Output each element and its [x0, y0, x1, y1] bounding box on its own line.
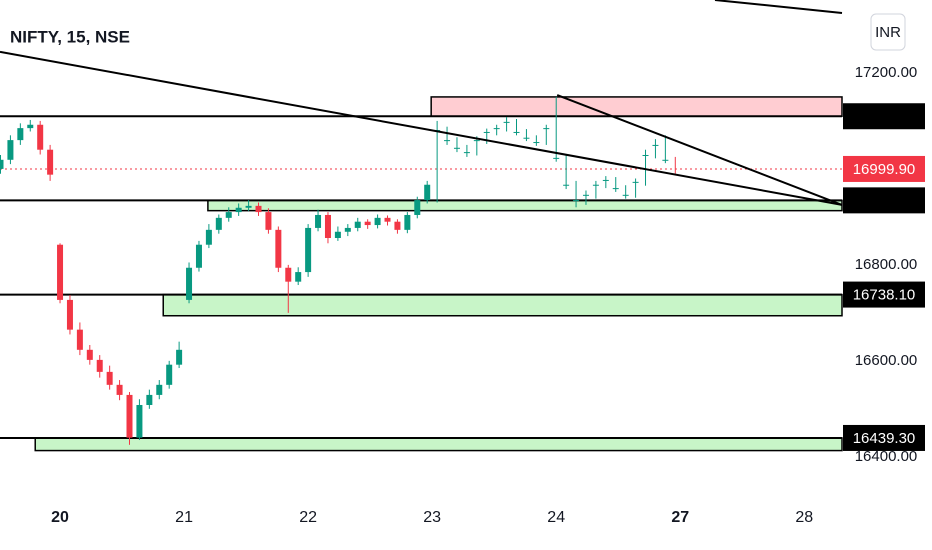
candle-body	[156, 384, 163, 395]
x-tick-label: 28	[795, 509, 813, 526]
candle-body	[553, 157, 560, 159]
x-tick-label: 27	[671, 509, 689, 526]
x-tick-label: 22	[299, 509, 317, 526]
candle-body	[483, 131, 490, 133]
candle-body	[66, 299, 73, 330]
candle-body	[7, 140, 14, 160]
chart-title: NIFTY, 15, NSE	[10, 27, 130, 46]
currency-label[interactable]: INR	[875, 24, 901, 41]
candle-body	[334, 231, 341, 239]
candle-body	[47, 149, 54, 175]
candle-body	[305, 227, 312, 273]
candle-body	[136, 404, 143, 438]
x-tick-label: 21	[175, 509, 193, 526]
candle-body	[503, 121, 510, 123]
x-tick-label: 24	[547, 509, 565, 526]
candle-body	[573, 200, 580, 202]
candle-body	[146, 394, 153, 405]
x-tick-label: 23	[423, 509, 441, 526]
trendline	[714, 0, 843, 14]
zone	[430, 96, 843, 117]
candle-body	[275, 229, 282, 268]
zone	[162, 293, 843, 317]
candle-body	[86, 349, 93, 360]
candle-body	[265, 212, 272, 230]
candle-body	[37, 124, 44, 150]
x-tick-label: 20	[51, 509, 69, 526]
candle-body	[225, 212, 232, 218]
level-tag-label: 16439.30	[853, 430, 916, 447]
level-tag-box	[843, 103, 925, 130]
y-tick-label: 16800.00	[855, 256, 918, 273]
candle-body	[205, 229, 212, 245]
candle-body	[186, 267, 193, 300]
candle-body	[344, 227, 351, 232]
candle-body	[176, 349, 183, 365]
candle-body	[27, 124, 34, 129]
candle-body	[493, 128, 500, 130]
candle-body	[285, 267, 292, 282]
candle-body	[195, 244, 202, 268]
candle-body	[384, 217, 391, 222]
zone	[207, 199, 843, 212]
candle-body	[602, 179, 609, 181]
candle-body	[374, 217, 381, 226]
candle-body	[0, 159, 4, 169]
candle-body	[622, 194, 629, 196]
candle-body	[662, 159, 669, 161]
candle-body	[463, 152, 470, 154]
candle-body	[543, 128, 550, 130]
candle-body	[612, 188, 619, 190]
last-price-tag-box	[843, 155, 925, 182]
candle-body	[96, 359, 103, 372]
candle-body	[582, 194, 589, 196]
candle-body	[116, 384, 123, 395]
level-tag-label: 16738.10	[853, 287, 916, 304]
candle-body	[632, 181, 639, 183]
candle-body	[354, 221, 361, 228]
trendline	[0, 50, 843, 206]
candle-body	[523, 137, 530, 139]
candle-body	[76, 329, 83, 350]
candle-body	[404, 214, 411, 230]
candle-body	[394, 221, 401, 230]
candle-body	[126, 394, 133, 438]
candle-body	[642, 154, 649, 156]
y-tick-label: 16400.00	[855, 448, 918, 465]
candle-body	[563, 184, 570, 186]
candle-body	[166, 364, 173, 385]
level-tag-box	[843, 187, 925, 214]
candle-body	[106, 371, 113, 385]
candle-body	[315, 214, 322, 228]
candle-body	[215, 217, 222, 230]
level-tag-box	[843, 424, 925, 451]
zone	[34, 437, 843, 452]
y-tick-label: 17200.00	[855, 64, 918, 81]
level-tag-box	[843, 281, 925, 308]
candle-body	[324, 214, 331, 239]
last-price-tag-label: 16999.90	[853, 161, 916, 178]
candle-body	[424, 184, 431, 201]
currency-box[interactable]	[870, 13, 906, 51]
candle-body	[473, 140, 480, 142]
candle-body	[592, 184, 599, 186]
candle-body	[444, 140, 451, 142]
candle-body	[364, 221, 371, 226]
trendline	[556, 94, 843, 206]
candle-body	[652, 144, 659, 146]
candle-body	[513, 131, 520, 133]
candle-body	[295, 272, 302, 282]
candle-body	[245, 205, 252, 208]
candle-body	[533, 142, 540, 144]
candle-body	[453, 147, 460, 149]
candle-body	[414, 200, 421, 215]
candle-body	[57, 244, 64, 300]
candle-body	[255, 205, 262, 213]
candle-body	[235, 207, 242, 213]
candle-body	[17, 128, 24, 141]
y-tick-label: 16600.00	[855, 352, 918, 369]
